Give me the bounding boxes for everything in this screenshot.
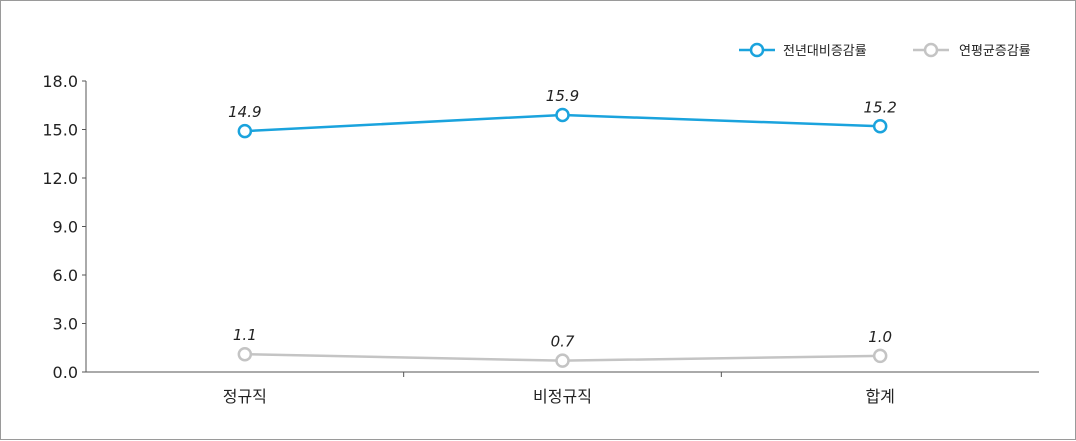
x-category-label: 합계	[865, 387, 894, 406]
x-category-label: 정규직	[223, 387, 267, 406]
y-tick-label: 3.0	[53, 315, 78, 334]
legend-label: 연평균증감률	[959, 44, 1031, 59]
chart-series: 14.9 15.9 15.2 1.1 0.7 1.0	[228, 87, 897, 368]
y-tick-label: 12.0	[42, 169, 78, 188]
y-tick-label: 9.0	[53, 218, 78, 237]
y-tick-label: 18.0	[42, 72, 78, 91]
y-tick-label: 15.0	[42, 121, 78, 140]
data-point	[237, 123, 253, 139]
y-tick-label: 6.0	[53, 266, 78, 285]
legend-label: 전년대비증감률	[783, 44, 867, 59]
legend-marker	[923, 42, 939, 58]
data-label: 1.0	[868, 328, 892, 346]
x-category-label: 비정규직	[533, 387, 592, 406]
legend-marker	[749, 42, 765, 58]
data-point	[555, 107, 570, 123]
chart-legend: 전년대비증감률 연평균증감률	[739, 42, 1031, 59]
data-point	[237, 346, 253, 362]
chart-axes: 0.0 3.0 6.0 9.0 12.0 15.0 18.0 정규직 비정규직 합계	[42, 72, 1039, 406]
data-label: 0.7	[551, 333, 575, 351]
data-point	[872, 348, 888, 364]
data-point	[555, 353, 570, 368]
data-label: 15.9	[546, 87, 579, 105]
data-label: 14.9	[228, 103, 261, 121]
y-tick-label: 0.0	[53, 363, 78, 382]
data-label: 1.1	[233, 326, 257, 344]
data-point	[872, 119, 888, 134]
data-label: 15.2	[863, 98, 896, 116]
